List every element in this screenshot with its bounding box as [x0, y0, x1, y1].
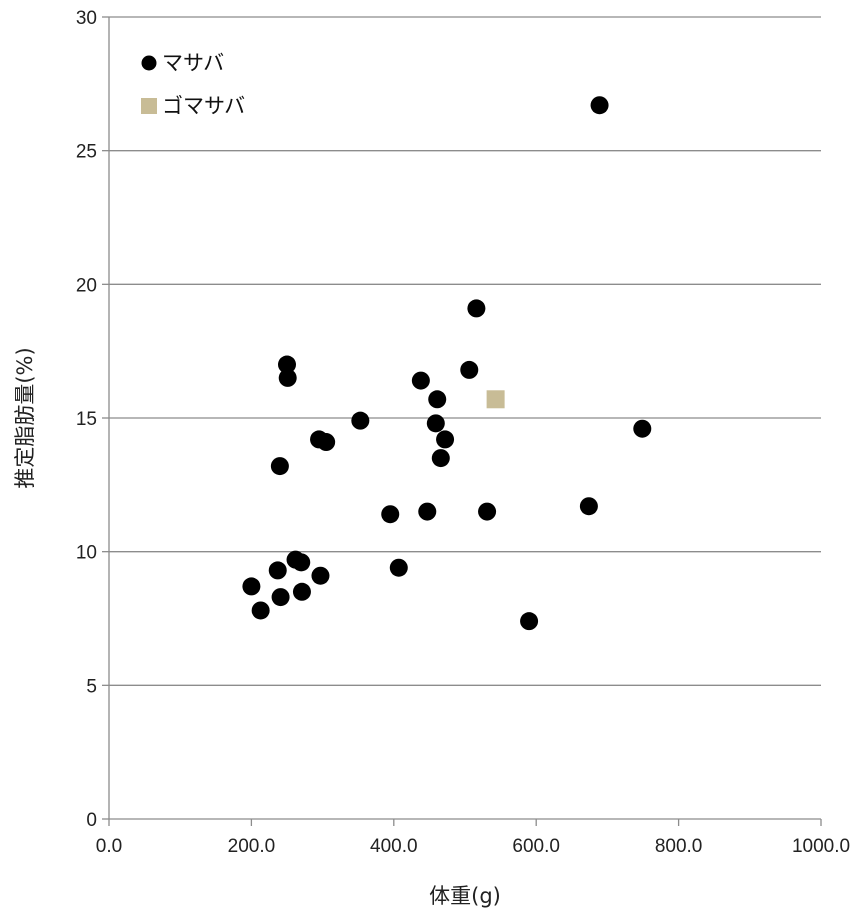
data-point-circle: [428, 390, 447, 409]
legend-label-gomasaba: ゴマサバ: [162, 94, 245, 118]
data-point-circle: [292, 553, 311, 572]
axes: [102, 16, 822, 826]
y-tick-label: 25: [76, 142, 97, 163]
x-tick-label: 1000.0: [792, 836, 850, 857]
data-point-circle: [478, 502, 497, 521]
y-tick-label: 30: [76, 8, 97, 29]
data-point-circle: [351, 411, 370, 430]
data-points: [242, 96, 652, 631]
data-point-circle: [431, 449, 450, 468]
data-point-circle: [271, 588, 290, 607]
data-point-circle: [426, 414, 445, 433]
data-point-square: [486, 390, 505, 409]
data-point-circle: [467, 299, 486, 318]
data-point-circle: [292, 582, 311, 601]
y-tick-label: 10: [76, 543, 97, 564]
y-axis-title: 推定脂肪量(%): [13, 347, 37, 488]
legend-label-masaba: マサバ: [162, 51, 224, 75]
y-tick-label: 20: [76, 275, 97, 296]
y-tick-labels: 0 5 10 15 20 25 30: [76, 8, 97, 831]
data-point-circle: [242, 577, 261, 596]
data-point-circle: [311, 566, 330, 585]
data-point-circle: [278, 368, 297, 387]
data-point-circle: [381, 505, 400, 524]
x-tick-label: 200.0: [228, 836, 276, 857]
data-point-circle: [436, 430, 455, 449]
x-tick-label: 800.0: [655, 836, 703, 857]
data-point-circle: [460, 360, 479, 379]
legend-marker-gomasaba: [141, 98, 157, 114]
legend: マサバ ゴマサバ: [141, 51, 245, 118]
y-tick-label: 5: [86, 676, 97, 697]
x-tick-label: 400.0: [370, 836, 418, 857]
data-point-circle: [268, 561, 287, 580]
data-point-circle: [411, 371, 430, 390]
x-axis-title: 体重(g): [429, 884, 501, 908]
data-point-circle: [633, 419, 652, 438]
y-tick-label: 0: [86, 810, 97, 831]
data-point-circle: [520, 612, 539, 631]
data-point-circle: [251, 601, 270, 620]
legend-marker-masaba: [141, 55, 157, 71]
x-tick-label: 600.0: [512, 836, 560, 857]
data-point-circle: [590, 96, 609, 115]
x-tick-labels: 0.0 200.0 400.0 600.0 800.0 1000.0: [96, 836, 850, 857]
data-point-circle: [270, 457, 289, 476]
data-point-circle: [278, 355, 296, 374]
gridlines: [109, 16, 821, 686]
x-tick-label: 0.0: [96, 836, 122, 857]
data-point-circle: [579, 497, 598, 516]
data-point-circle: [389, 558, 408, 577]
y-tick-label: 15: [76, 409, 97, 430]
data-point-circle: [418, 502, 437, 521]
data-point-circle: [317, 433, 336, 452]
